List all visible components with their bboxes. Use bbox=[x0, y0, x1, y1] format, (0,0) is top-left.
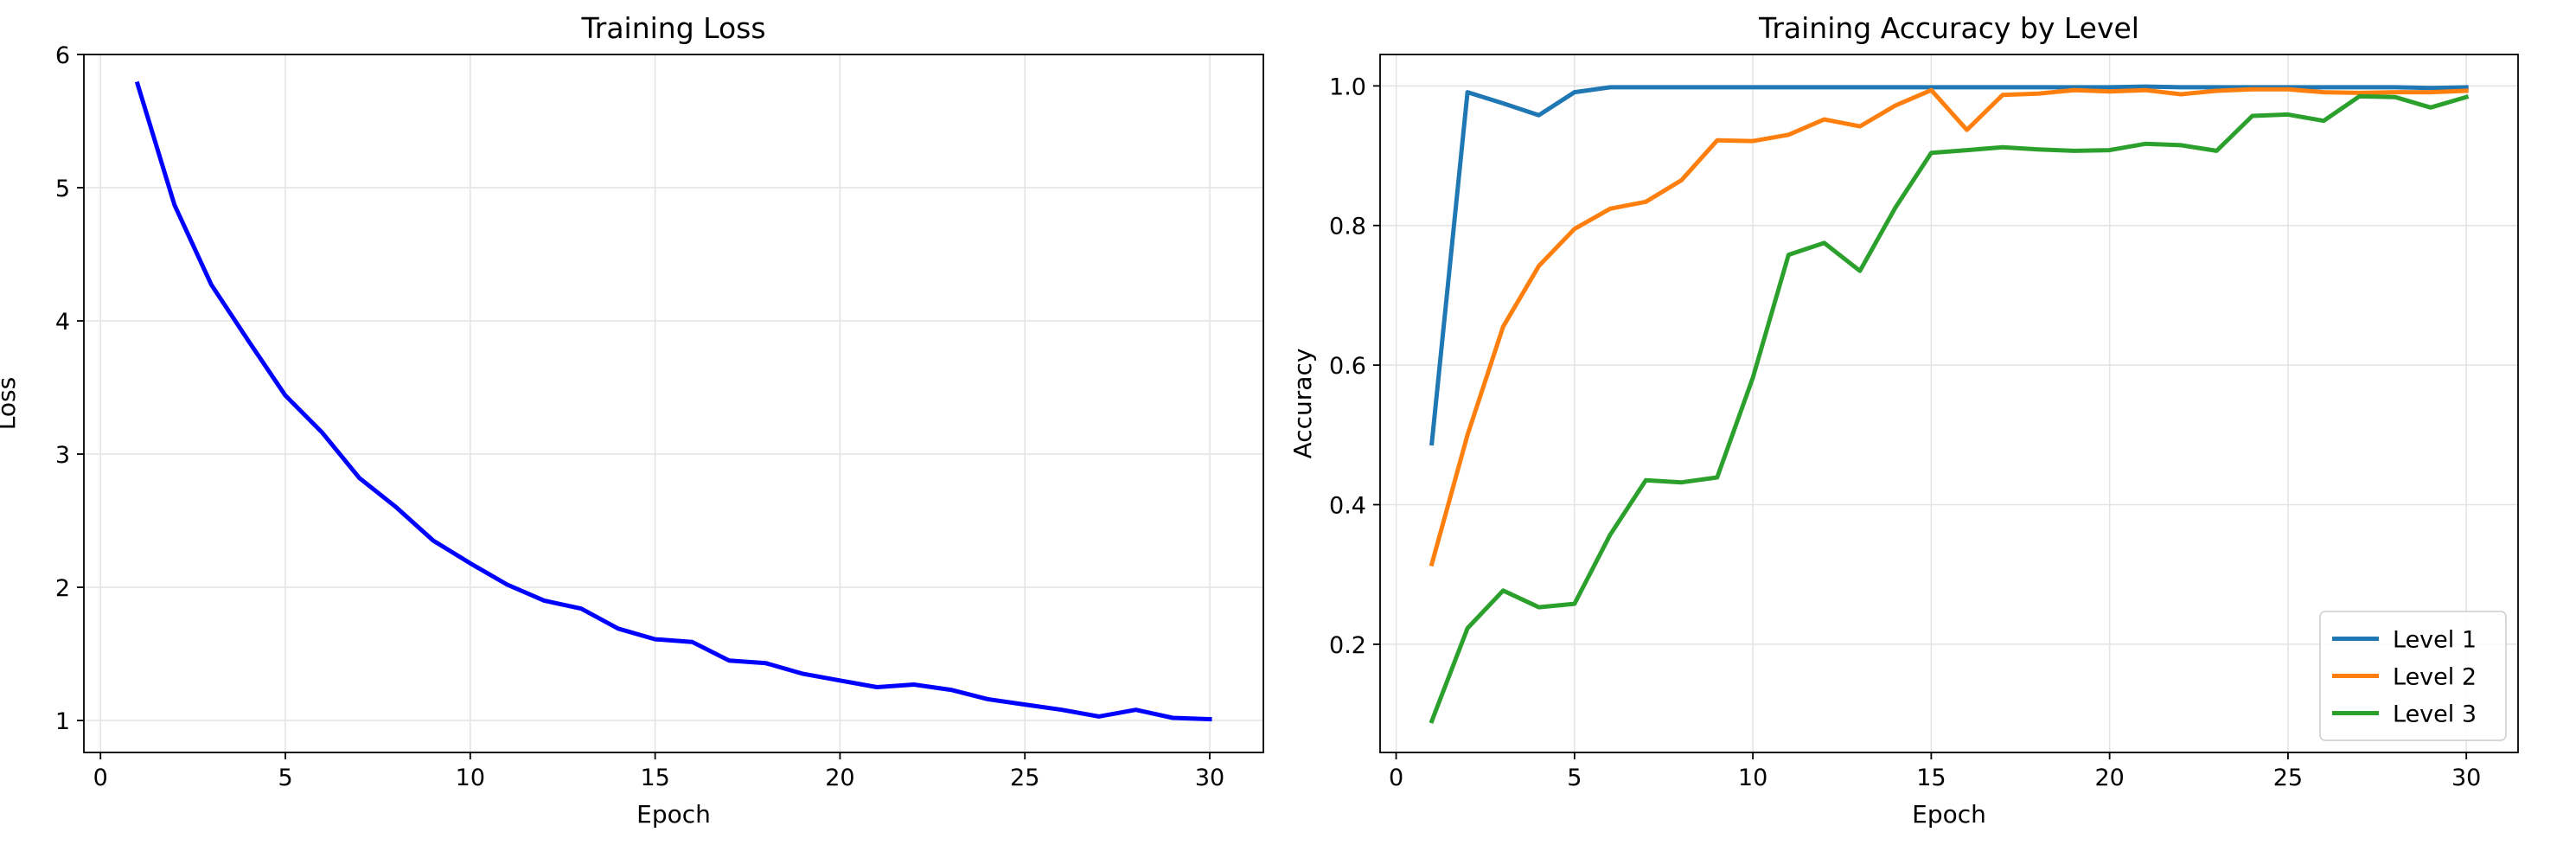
plot-frame bbox=[1379, 54, 2519, 753]
series-line-level-3 bbox=[1429, 93, 2470, 724]
y-tick-label: 0.2 bbox=[1329, 632, 1366, 659]
plot-frame bbox=[83, 54, 1264, 753]
series-line-level-1 bbox=[1429, 84, 2469, 446]
series-line-0 bbox=[134, 80, 1212, 722]
legend-label: Level 2 bbox=[2393, 664, 2477, 691]
x-tick-label: 20 bbox=[825, 765, 854, 791]
x-tick-label: 10 bbox=[456, 765, 485, 791]
x-tick-label: 5 bbox=[1567, 765, 1582, 791]
chart-title: Training Loss bbox=[580, 11, 765, 45]
x-tick-label: 15 bbox=[640, 765, 669, 791]
y-tick-label: 0.8 bbox=[1329, 214, 1366, 240]
series-line-level-2 bbox=[1429, 86, 2469, 567]
x-tick-label: 0 bbox=[1389, 765, 1403, 791]
y-tick-label: 4 bbox=[55, 309, 70, 336]
y-tick-label: 1 bbox=[55, 708, 70, 735]
x-tick-label: 30 bbox=[1195, 765, 1224, 791]
legend: Level 1 Level 2 Level 3 bbox=[2319, 611, 2507, 741]
x-tick-label: 0 bbox=[93, 765, 108, 791]
y-tick-label: 6 bbox=[55, 42, 70, 69]
legend-box bbox=[2319, 611, 2507, 741]
x-tick-label: 15 bbox=[1916, 765, 1946, 791]
x-tick-label: 10 bbox=[1738, 765, 1767, 791]
x-tick-label: 20 bbox=[2094, 765, 2124, 791]
x-tick-label: 5 bbox=[278, 765, 292, 791]
training-loss-chart: 0 5 10 15 20 25 30 1 2 3 4 5 6 Training Loss Epoch Loss bbox=[0, 11, 1264, 829]
y-tick-label: 5 bbox=[55, 176, 70, 202]
x-tick-label: 25 bbox=[1010, 765, 1039, 791]
y-tick-label: 2 bbox=[55, 575, 70, 602]
training-accuracy-chart: 0 5 10 15 20 25 30 0.2 0.4 0.6 0.8 1.0 Training Accu… bbox=[1288, 11, 2519, 829]
x-tick-label: 25 bbox=[2273, 765, 2303, 791]
y-tick-label: 3 bbox=[55, 442, 70, 469]
y-axis-label: Accuracy bbox=[1288, 349, 1317, 459]
x-tick-label: 30 bbox=[2451, 765, 2481, 791]
y-axis-label: Loss bbox=[0, 377, 21, 430]
y-tick-label: 0.6 bbox=[1329, 353, 1366, 380]
legend-label: Level 3 bbox=[2393, 701, 2477, 728]
y-tick-label: 1.0 bbox=[1329, 74, 1366, 100]
legend-label: Level 1 bbox=[2393, 627, 2477, 654]
x-axis-label: Epoch bbox=[1912, 800, 1986, 829]
x-axis-label: Epoch bbox=[636, 800, 711, 829]
y-tick-label: 0.4 bbox=[1329, 493, 1366, 520]
chart-title: Training Accuracy by Level bbox=[1758, 11, 2139, 45]
